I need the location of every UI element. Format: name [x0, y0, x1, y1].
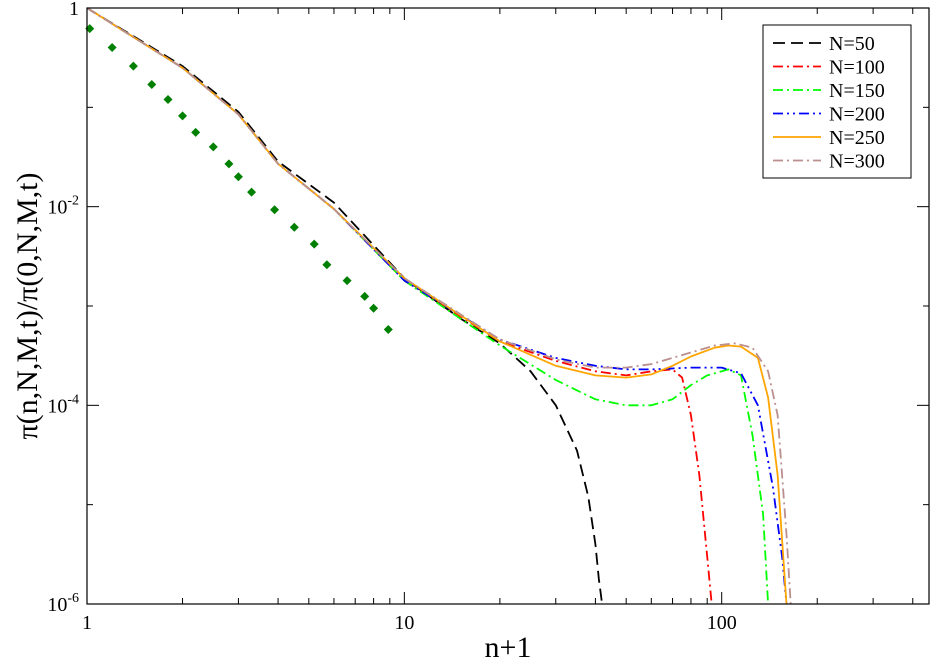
series-line-n-300: [87, 8, 792, 604]
legend-label: N=100: [829, 57, 885, 79]
series-lines: [87, 8, 792, 604]
legend-label: N=50: [829, 33, 875, 55]
plot-frame: [86, 7, 930, 605]
marker-point: [147, 79, 157, 89]
legend-box: [762, 24, 912, 179]
marker-point: [178, 111, 188, 121]
series-line-n-100: [87, 8, 713, 604]
marker-point: [342, 276, 352, 286]
y-tick-label: 10-6: [47, 591, 79, 616]
marker-point: [270, 205, 280, 215]
marker-point: [224, 159, 234, 169]
legend-label: N=300: [829, 151, 885, 173]
data-markers: [85, 24, 393, 334]
marker-point: [360, 291, 370, 301]
marker-point: [247, 187, 257, 197]
y-axis-label: π(n,N,M,t)/π(0,N,M,t): [11, 173, 44, 440]
marker-point: [163, 94, 173, 104]
marker-point: [369, 303, 379, 313]
x-axis-label: n+1: [485, 631, 532, 664]
series-line-n-150: [87, 8, 769, 604]
marker-point: [191, 127, 201, 137]
marker-point: [289, 222, 299, 232]
legend-label: N=150: [829, 80, 885, 102]
y-tick-label: 1: [69, 0, 79, 20]
y-tick-label: 10-2: [47, 194, 79, 219]
tick-labels: 1 10 100 1 10-2 10-4 10-6: [47, 0, 736, 634]
marker-point: [107, 43, 117, 53]
series-line-n-200: [87, 8, 788, 604]
x-tick-label: 1: [82, 612, 92, 634]
marker-point: [208, 142, 218, 152]
marker-point: [322, 260, 332, 270]
marker-point: [233, 172, 243, 182]
marker-point: [383, 324, 393, 334]
y-tick-label: 10-4: [47, 392, 79, 417]
legend-label: N=200: [829, 104, 885, 126]
marker-point: [309, 239, 319, 249]
x-tick-label: 100: [707, 612, 737, 634]
series-line-n-50: [87, 8, 603, 604]
marker-point: [128, 61, 138, 71]
series-line-n-250: [87, 8, 788, 604]
legend-label: N=250: [829, 127, 885, 149]
x-tick-label: 10: [394, 612, 414, 634]
